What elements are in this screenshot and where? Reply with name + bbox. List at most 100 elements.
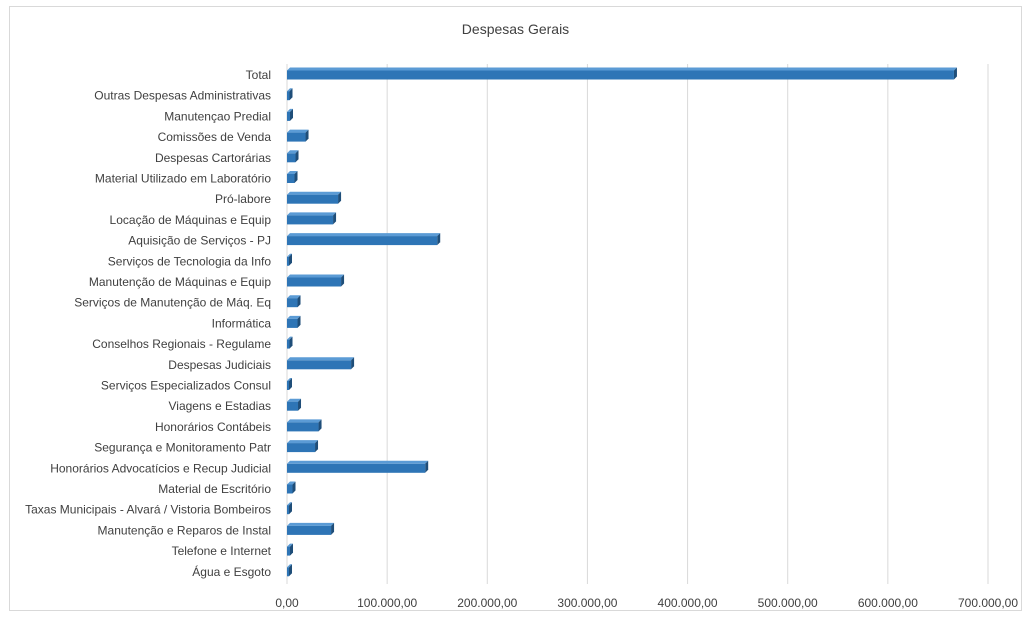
bar bbox=[287, 174, 295, 183]
bar bbox=[287, 70, 954, 80]
category-label: Manutençao Predial bbox=[164, 109, 271, 123]
category-label: Taxas Municipais - Alvará / Vistoria Bom… bbox=[25, 503, 271, 517]
bar bbox=[287, 443, 316, 453]
bar-top-face bbox=[287, 543, 294, 547]
category-label: Outras Despesas Administrativas bbox=[94, 89, 271, 103]
category-label: Honorários Advocatícios e Recup Judicial bbox=[50, 461, 271, 475]
bar bbox=[287, 132, 306, 142]
x-tick-label: 400.000,00 bbox=[658, 596, 718, 610]
category-label: Informática bbox=[212, 316, 272, 330]
bar-side-face bbox=[289, 253, 292, 266]
category-label: Viagens e Estadias bbox=[168, 399, 271, 413]
bar bbox=[287, 463, 426, 473]
bar-top-face bbox=[287, 564, 293, 568]
bar bbox=[287, 91, 290, 101]
bar bbox=[287, 277, 342, 287]
bar bbox=[287, 318, 298, 328]
category-label: Total bbox=[246, 68, 271, 82]
bar-side-face bbox=[333, 212, 337, 225]
category-label: Manutenção e Reparos de Instal bbox=[98, 523, 271, 537]
bar-top-face bbox=[287, 336, 293, 340]
bar-side-face bbox=[290, 108, 294, 121]
bar bbox=[287, 525, 332, 535]
bar bbox=[287, 484, 293, 494]
bar-side-face bbox=[298, 398, 302, 411]
category-label: Comissões de Venda bbox=[158, 130, 272, 144]
chart-area: Despesas Gerais bbox=[9, 6, 1022, 611]
bar-side-face bbox=[305, 129, 309, 142]
bar-top-face bbox=[287, 129, 309, 133]
bar-top-face bbox=[287, 378, 292, 381]
bar-side-face bbox=[341, 274, 345, 287]
bar bbox=[287, 381, 289, 390]
chart-title: Despesas Gerais bbox=[461, 21, 570, 37]
category-label: Serviços Especializados Consul bbox=[101, 379, 271, 393]
bar-side-face bbox=[289, 378, 292, 390]
bar-side-face bbox=[289, 88, 293, 101]
bar-top-face bbox=[287, 108, 294, 112]
x-tick-label: 200.000,00 bbox=[457, 596, 517, 610]
bar-side-face bbox=[297, 295, 301, 308]
category-label: Aquisição de Serviços - PJ bbox=[128, 234, 271, 248]
bar-top-face bbox=[287, 253, 292, 257]
bar bbox=[287, 567, 290, 577]
bar-side-face bbox=[290, 543, 294, 556]
bar-side-face bbox=[295, 150, 299, 163]
bar-side-face bbox=[425, 460, 429, 473]
bar-top-face bbox=[287, 440, 319, 444]
bar-top-face bbox=[287, 191, 342, 195]
bar-top-face bbox=[287, 460, 429, 464]
bar bbox=[287, 194, 339, 204]
bar-top-face bbox=[287, 419, 322, 423]
x-tick-label: 300.000,00 bbox=[557, 596, 617, 610]
category-label: Serviços de Tecnologia da Info bbox=[108, 254, 272, 268]
bar-side-face bbox=[338, 191, 342, 204]
bar-top-face bbox=[287, 315, 301, 319]
bar-side-face bbox=[331, 522, 335, 535]
bar-top-face bbox=[287, 171, 298, 174]
bar-side-face bbox=[289, 564, 293, 577]
bar-top-face bbox=[287, 88, 293, 92]
category-label: Serviços de Manutenção de Máq. Eq bbox=[74, 296, 271, 310]
bar bbox=[287, 215, 334, 225]
bar bbox=[287, 422, 319, 432]
category-label: Pró-labore bbox=[215, 192, 271, 206]
bar bbox=[287, 401, 299, 411]
category-label: Conselhos Regionais - Regulame bbox=[92, 337, 271, 351]
bar-side-face bbox=[437, 233, 441, 246]
bar bbox=[287, 153, 296, 163]
bar-top-face bbox=[287, 522, 335, 526]
bar bbox=[287, 360, 352, 370]
bar-top-face bbox=[287, 357, 355, 361]
bar-top-face bbox=[287, 212, 337, 216]
bar-top-face bbox=[287, 502, 292, 506]
x-tick-label: 0,00 bbox=[275, 596, 299, 610]
category-label: Honorários Contábeis bbox=[155, 420, 271, 434]
bar-side-face bbox=[351, 357, 355, 370]
bar bbox=[287, 256, 289, 266]
bar-top-face bbox=[287, 274, 345, 278]
category-label: Segurança e Monitoramento Patr bbox=[94, 441, 271, 455]
bar-top-face bbox=[287, 398, 302, 402]
bar-side-face bbox=[315, 440, 319, 453]
category-label: Água e Esgoto bbox=[192, 564, 271, 579]
bar bbox=[287, 546, 291, 556]
bar-side-face bbox=[297, 315, 301, 328]
x-tick-label: 600.000,00 bbox=[858, 596, 918, 610]
x-tick-label: 700.000,00 bbox=[958, 596, 1018, 610]
bar bbox=[287, 298, 298, 308]
bar bbox=[287, 236, 438, 246]
category-label: Telefone e Internet bbox=[172, 544, 272, 558]
bar-side-face bbox=[292, 481, 296, 494]
category-label: Material de Escritório bbox=[158, 482, 271, 496]
category-label: Despesas Cartorárias bbox=[155, 151, 271, 165]
category-label: Locação de Máquinas e Equip bbox=[110, 213, 272, 227]
bar bbox=[287, 339, 290, 349]
bar-top-face bbox=[287, 150, 299, 154]
bar bbox=[287, 111, 291, 121]
bar bbox=[287, 505, 289, 515]
bar-top-face bbox=[287, 233, 441, 237]
category-label: Manutenção de Máquinas e Equip bbox=[89, 275, 271, 289]
bar-side-face bbox=[289, 502, 292, 515]
